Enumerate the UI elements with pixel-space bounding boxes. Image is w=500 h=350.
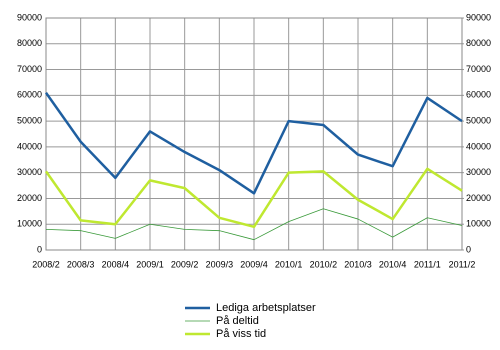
legend-label: På viss tid <box>216 328 266 340</box>
y-tick-label: 90000 <box>17 12 42 22</box>
y-tick-label: 0 <box>37 244 42 254</box>
x-tick-label: 2009/3 <box>206 259 234 269</box>
x-tick-label: 2010/3 <box>344 259 372 269</box>
series-line <box>44 92 463 195</box>
x-tick-label: 2010/2 <box>310 259 338 269</box>
y-tick-label: 70000 <box>17 64 42 74</box>
y2-tick-label: 0 <box>466 244 471 254</box>
x-tick-label: 2011/1 <box>414 259 441 269</box>
y2-tick-label: 40000 <box>466 141 491 151</box>
x-tick-label: 2008/4 <box>102 259 130 269</box>
x-tick-label: 2011/2 <box>449 259 476 269</box>
y2-tick-label: 10000 <box>466 219 491 229</box>
x-tick-label: 2009/4 <box>240 259 268 269</box>
x-tick-label: 2010/4 <box>379 259 407 269</box>
y2-tick-label: 60000 <box>466 90 491 100</box>
y-tick-label: 60000 <box>17 90 42 100</box>
legend-label: På deltid <box>216 315 259 327</box>
y-tick-label: 10000 <box>17 219 42 229</box>
legend-label: Lediga arbetsplatser <box>216 302 316 314</box>
y2-tick-label: 50000 <box>466 115 491 125</box>
x-tick-label: 2008/3 <box>67 259 95 269</box>
y2-tick-label: 30000 <box>466 167 491 177</box>
plot-frame <box>45 17 463 251</box>
series-line <box>44 167 463 229</box>
series-line <box>45 208 463 241</box>
x-tick-label: 2009/1 <box>136 259 164 269</box>
y-tick-label: 30000 <box>17 167 42 177</box>
y2-tick-label: 70000 <box>466 64 491 74</box>
y-tick-label: 50000 <box>17 115 42 125</box>
x-tick-label: 2010/1 <box>275 259 303 269</box>
y2-tick-label: 90000 <box>466 12 491 22</box>
x-tick-label: 2009/2 <box>171 259 199 269</box>
y2-tick-label: 20000 <box>466 193 491 203</box>
y-tick-label: 40000 <box>17 141 42 151</box>
y-tick-label: 80000 <box>17 38 42 48</box>
x-tick-label: 2008/2 <box>32 259 60 269</box>
y-tick-label: 20000 <box>17 193 42 203</box>
y2-tick-label: 80000 <box>466 38 491 48</box>
